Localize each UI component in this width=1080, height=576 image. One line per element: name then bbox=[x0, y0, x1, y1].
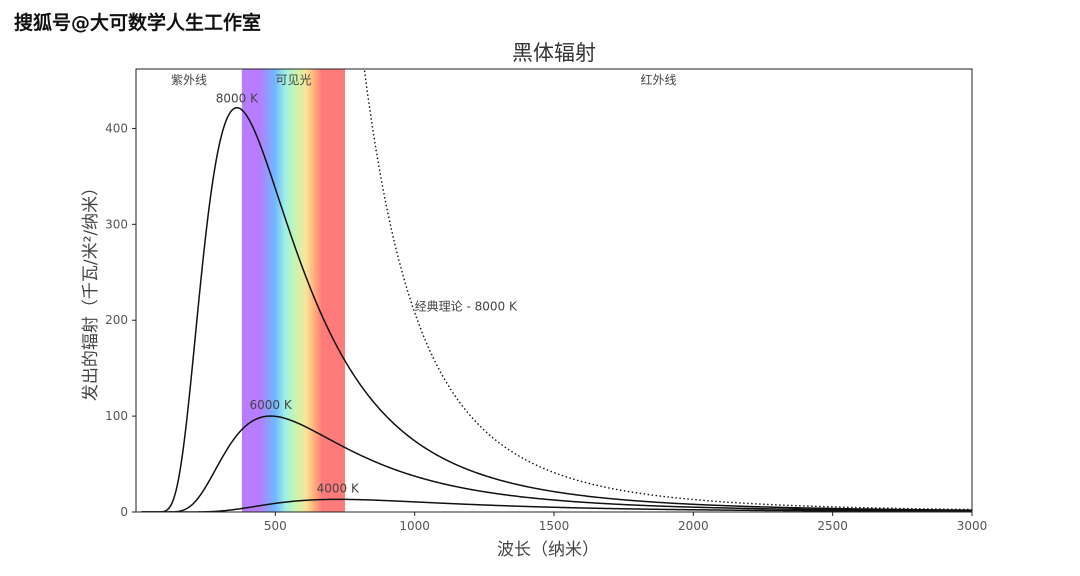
y-tick-label-0: 0 bbox=[120, 505, 128, 519]
x-tick-label-4: 2500 bbox=[817, 519, 848, 533]
curve-label-4000k: 4000 K bbox=[317, 482, 360, 496]
band-label-ultraviolet: 紫外线 bbox=[171, 73, 207, 87]
y-tick-label-1: 100 bbox=[105, 409, 128, 423]
y-tick-label-3: 300 bbox=[105, 217, 128, 231]
x-tick-label-1: 1000 bbox=[399, 519, 430, 533]
curves-layer bbox=[141, 69, 972, 512]
curve-label-6000k: 6000 K bbox=[249, 398, 292, 412]
series-line-0 bbox=[141, 106, 972, 512]
y-axis-title: 发出的辐射（千瓦/米²/纳米） bbox=[81, 179, 101, 401]
y-tick-label-4: 400 bbox=[105, 121, 128, 135]
series-line-2 bbox=[141, 498, 972, 512]
series-line-3 bbox=[363, 69, 972, 511]
x-tick-label-3: 2000 bbox=[678, 519, 709, 533]
watermark-text: 搜狐号@大可数学人生工作室 bbox=[14, 12, 262, 34]
y-axis: 0 100 200 300 400 bbox=[105, 121, 136, 519]
chart-title: 黑体辐射 bbox=[512, 41, 596, 65]
x-axis: 500 1000 1500 2000 2500 3000 bbox=[264, 512, 987, 533]
visible-spectrum-band bbox=[241, 69, 345, 512]
x-tick-label-5: 3000 bbox=[957, 519, 988, 533]
x-tick-label-2: 1500 bbox=[539, 519, 570, 533]
y-tick-label-2: 200 bbox=[105, 313, 128, 327]
x-tick-label-0: 500 bbox=[264, 519, 287, 533]
curve-label-classical-8000k: 经典理论 - 8000 K bbox=[415, 300, 518, 314]
band-label-infrared: 红外线 bbox=[640, 72, 676, 87]
band-label-visible: 可见光 bbox=[275, 73, 311, 87]
series-line-1 bbox=[141, 415, 972, 512]
x-axis-title: 波长（纳米） bbox=[497, 540, 599, 560]
curve-label-8000k: 8000 K bbox=[216, 91, 259, 105]
